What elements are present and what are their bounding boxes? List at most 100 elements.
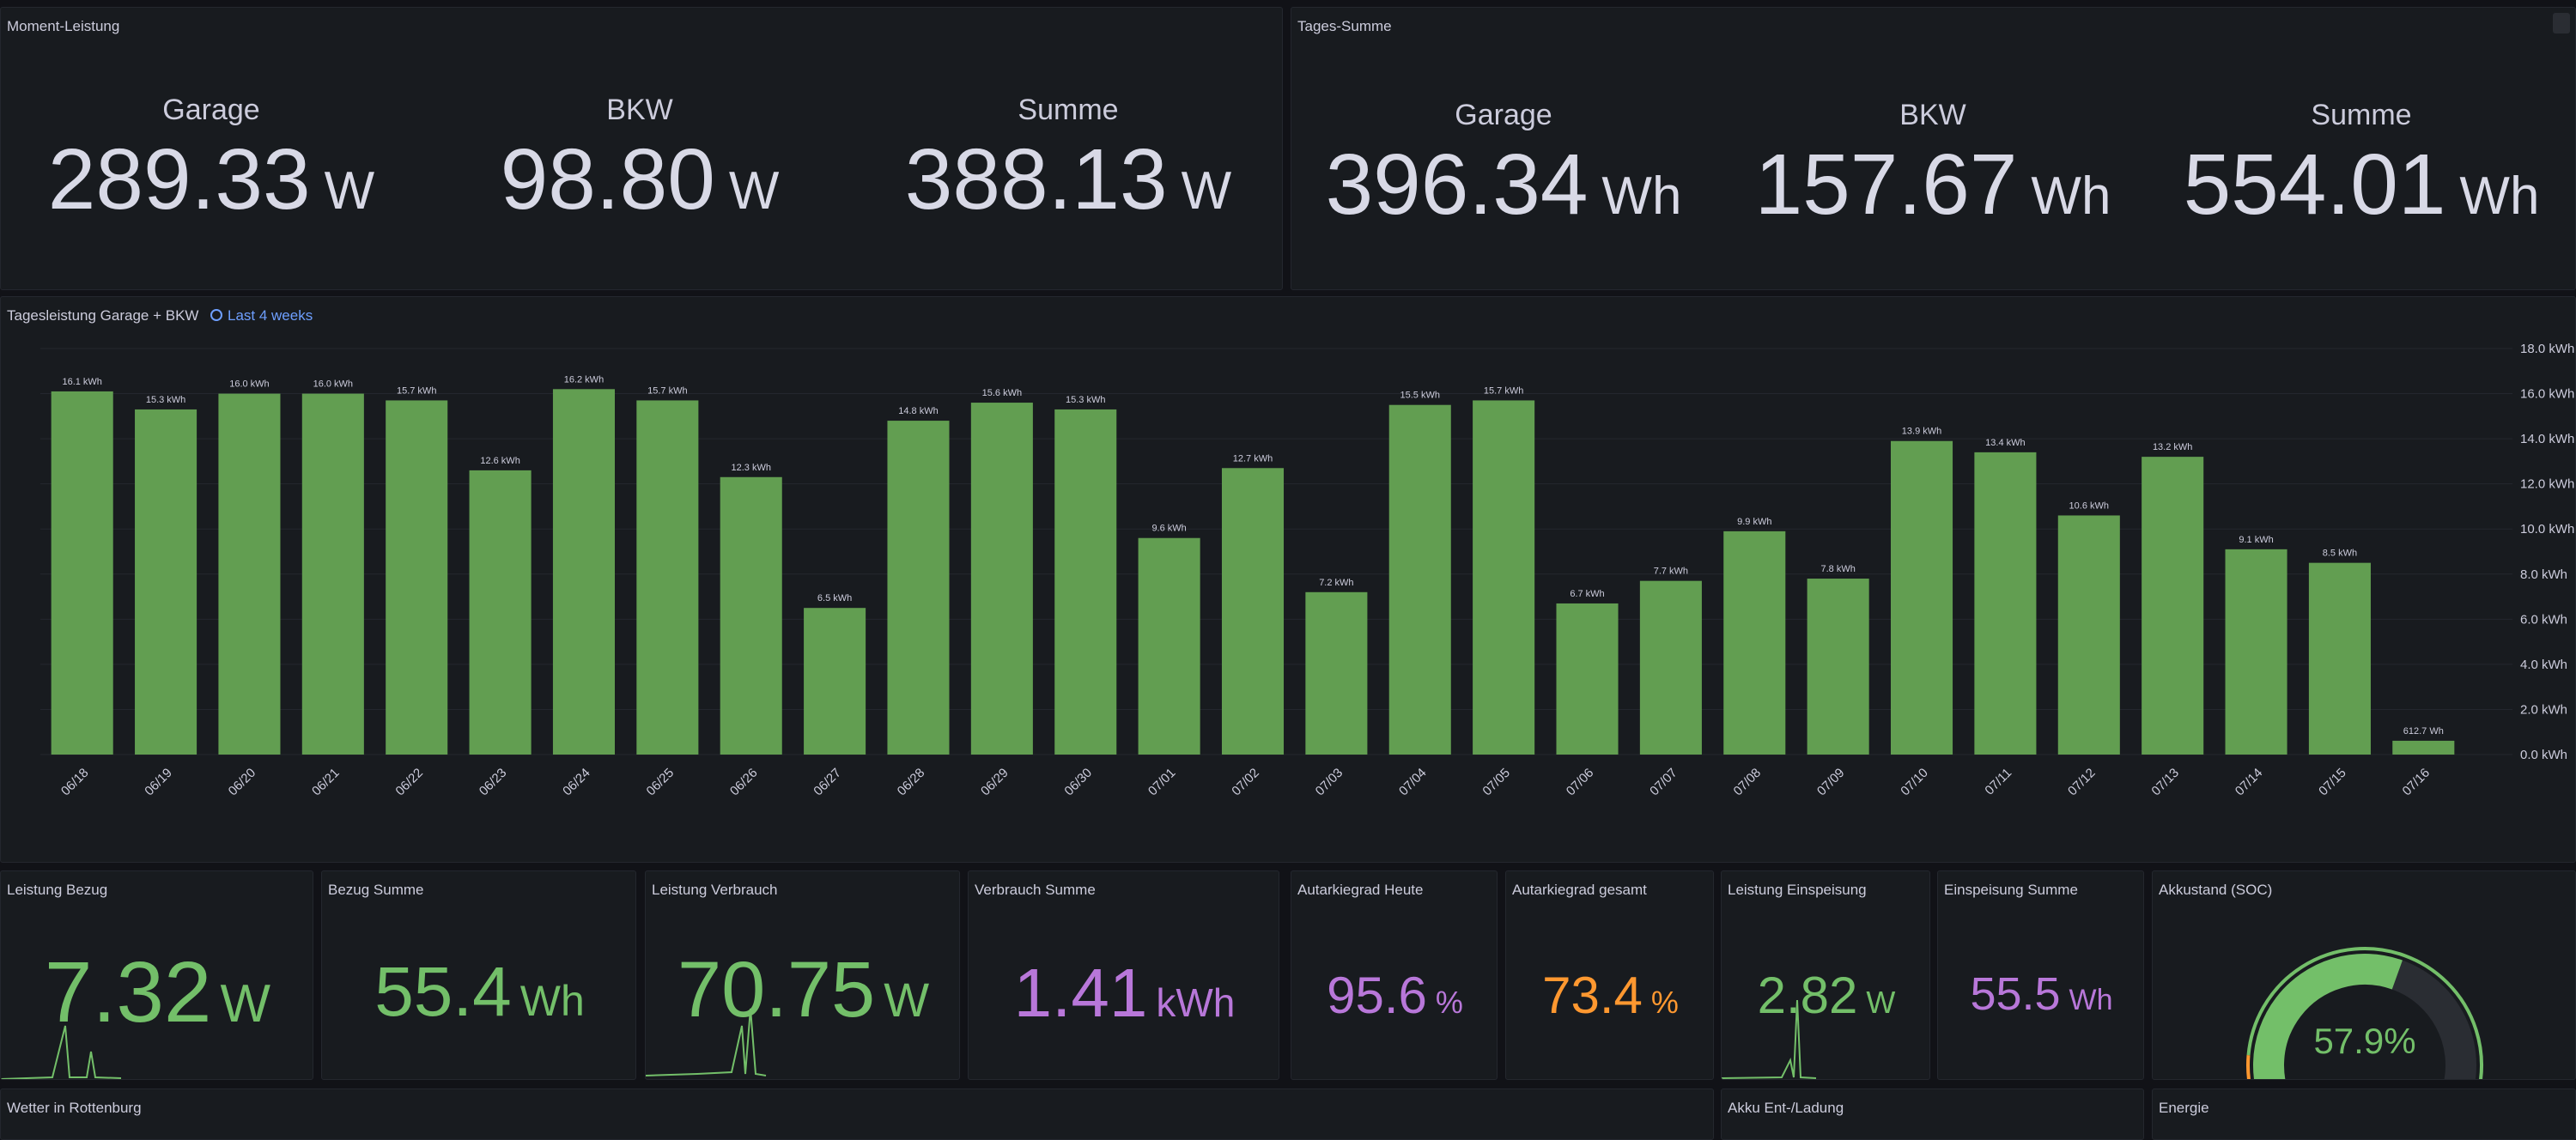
bar bbox=[1388, 404, 1451, 755]
stat: 7.32 W bbox=[45, 943, 270, 1042]
x-tick-label: 06/25 bbox=[644, 766, 677, 799]
bar bbox=[1221, 468, 1285, 755]
stat-panel: Moment-Leistung Garage 289.33 W BKW 98.80 W Sum… bbox=[0, 7, 1283, 290]
bar bbox=[218, 393, 281, 755]
value-label: 15.3 kWh bbox=[146, 395, 185, 405]
time-range[interactable]: Last 4 weeks bbox=[210, 307, 313, 324]
x-tick-label: 07/14 bbox=[2233, 766, 2266, 799]
bar bbox=[1138, 537, 1200, 755]
value-label: 12.6 kWh bbox=[480, 456, 519, 466]
panel-menu-button[interactable] bbox=[2553, 13, 2570, 33]
stat-panel: Verbrauch Summe 1.41 kWh bbox=[968, 870, 1279, 1080]
x-tick-label: 06/30 bbox=[1061, 766, 1095, 799]
panel-title: Leistung Verbrauch bbox=[652, 882, 778, 898]
y-tick-label: 2.0 kWh bbox=[2520, 702, 2567, 717]
stat-panel: Einspeisung Summe 55.5 Wh bbox=[1937, 870, 2144, 1080]
bar bbox=[1473, 400, 1535, 755]
bar bbox=[887, 421, 950, 755]
x-tick-label: 06/28 bbox=[895, 766, 928, 799]
bar bbox=[1639, 580, 1702, 755]
x-tick-label: 07/09 bbox=[1814, 766, 1848, 799]
stat: Summe 388.13 W bbox=[905, 94, 1231, 229]
stat-label: Summe bbox=[1018, 94, 1119, 126]
stat-label: Summe bbox=[2311, 99, 2412, 131]
x-tick-label: 06/26 bbox=[727, 766, 761, 799]
stat-panel: Leistung Bezug 7.32 W bbox=[0, 870, 313, 1080]
stat-unit: kWh bbox=[1156, 980, 1236, 1025]
panel-title: Leistung Einspeisung bbox=[1728, 882, 1867, 898]
x-tick-label: 06/22 bbox=[392, 766, 426, 799]
stat-unit: W bbox=[1866, 985, 1896, 1020]
stat: Summe 554.01 Wh bbox=[2184, 99, 2540, 234]
value-label: 14.8 kWh bbox=[898, 406, 938, 416]
panel-title: Einspeisung Summe bbox=[1944, 882, 2078, 898]
stat-panel: Autarkiegrad gesamt 73.4% bbox=[1505, 870, 1714, 1080]
bar bbox=[1305, 591, 1368, 755]
stat-panel: Autarkiegrad Heute 95.6% bbox=[1291, 870, 1498, 1080]
panel-title: Leistung Bezug bbox=[7, 882, 108, 898]
value-label: 9.1 kWh bbox=[2239, 535, 2273, 545]
stat: 70.75 W bbox=[677, 945, 929, 1035]
stat-label: Garage bbox=[162, 94, 260, 126]
stat: BKW 98.80 W bbox=[501, 94, 780, 229]
value-label: 16.2 kWh bbox=[564, 374, 604, 385]
stat-number: 396.34 bbox=[1325, 136, 1589, 233]
y-tick-label: 6.0 kWh bbox=[2520, 612, 2567, 627]
panel-title: Akkustand (SOC) bbox=[2159, 882, 2273, 898]
bar bbox=[1807, 579, 1869, 755]
stat-unit: W bbox=[1181, 161, 1232, 221]
stat-label: Garage bbox=[1455, 99, 1552, 131]
x-tick-label: 06/24 bbox=[560, 766, 593, 799]
x-tick-label: 06/19 bbox=[142, 766, 175, 799]
x-tick-label: 06/27 bbox=[811, 766, 844, 799]
bar bbox=[2308, 562, 2371, 755]
value-label: 13.9 kWh bbox=[1902, 427, 1941, 437]
value-label: 6.7 kWh bbox=[1570, 589, 1604, 599]
stat-number: 98.80 bbox=[500, 131, 715, 227]
bar bbox=[804, 608, 866, 755]
sparkline-path bbox=[646, 1008, 767, 1076]
stat-label: BKW bbox=[606, 94, 673, 126]
gauge-threshold bbox=[2246, 947, 2483, 1079]
panel: Akku Ent-/Ladung bbox=[1721, 1088, 2144, 1140]
x-tick-label: 07/10 bbox=[1898, 766, 1931, 799]
gauge: 57.9% bbox=[2246, 947, 2483, 1079]
bar bbox=[970, 403, 1033, 755]
panel-title: Tagesleistung Garage + BKW bbox=[7, 307, 199, 324]
x-tick-label: 07/05 bbox=[1479, 766, 1513, 799]
gauge-label: 57.9% bbox=[2313, 1021, 2415, 1061]
bar bbox=[2225, 549, 2287, 755]
stat-panel: Tages-Summe Garage 396.34 Wh BKW 157.67 Wh Summ… bbox=[1291, 7, 2576, 290]
stat-value: 388.13 W bbox=[905, 130, 1231, 229]
bar bbox=[469, 470, 532, 755]
value-label: 15.7 kWh bbox=[1484, 385, 1523, 396]
y-tick-label: 4.0 kWh bbox=[2520, 658, 2567, 672]
stat-number: 388.13 bbox=[904, 131, 1168, 227]
x-tick-label: 06/29 bbox=[978, 766, 1012, 799]
value-label: 9.6 kWh bbox=[1151, 524, 1186, 534]
stat: BKW 157.67 Wh bbox=[1755, 99, 2111, 234]
stat: 73.4% bbox=[1542, 966, 1679, 1025]
stat-panel: Bezug Summe 55.4 Wh bbox=[321, 870, 636, 1080]
stat-number: 73.4 bbox=[1542, 967, 1643, 1024]
value-label: 12.7 kWh bbox=[1233, 453, 1273, 464]
value-label: 16.1 kWh bbox=[62, 377, 101, 387]
value-label: 16.0 kWh bbox=[313, 379, 353, 390]
y-tick-label: 10.0 kWh bbox=[2520, 522, 2574, 537]
x-tick-label: 06/23 bbox=[477, 766, 510, 799]
bar bbox=[720, 476, 782, 755]
panel: Wetter in Rottenburg bbox=[0, 1088, 1714, 1140]
sparkline bbox=[646, 1008, 767, 1076]
panel-title: Energie bbox=[2159, 1100, 2209, 1116]
bar bbox=[2057, 515, 2120, 755]
bar bbox=[1974, 452, 2037, 755]
sparkline-path bbox=[1, 1025, 122, 1079]
x-tick-label: 06/20 bbox=[226, 766, 259, 799]
stat-value: 157.67 Wh bbox=[1755, 136, 2111, 234]
stat-value: 396.34 Wh bbox=[1326, 136, 1682, 234]
bar bbox=[2392, 740, 2455, 755]
panel: Energie bbox=[2152, 1088, 2576, 1140]
gauge-value bbox=[2253, 954, 2403, 1079]
y-tick-label: 8.0 kWh bbox=[2520, 567, 2567, 582]
